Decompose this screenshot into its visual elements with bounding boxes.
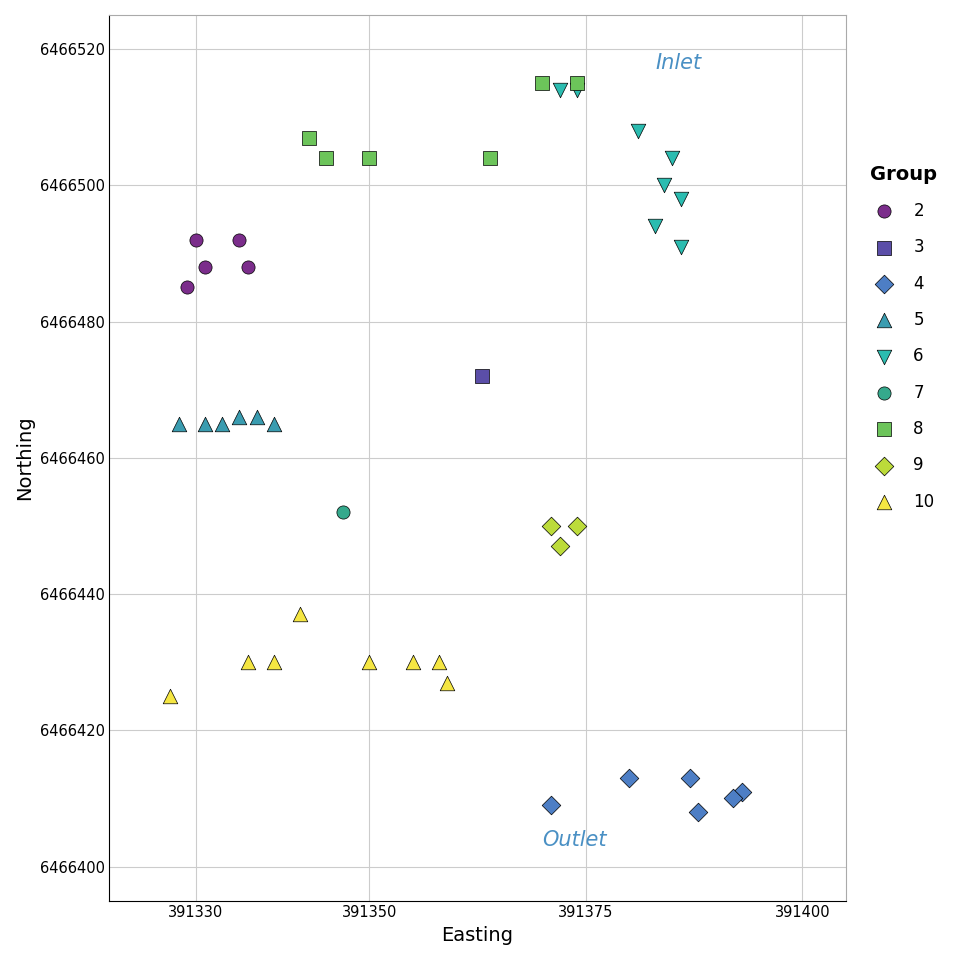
6: [673, 239, 688, 254]
9: [569, 518, 585, 534]
7: [336, 505, 351, 520]
10: [162, 688, 178, 704]
5: [231, 409, 247, 424]
10: [292, 607, 307, 622]
2: [231, 232, 247, 248]
Text: Inlet: Inlet: [655, 54, 701, 74]
4: [726, 791, 741, 806]
6: [647, 219, 662, 234]
4: [543, 798, 559, 813]
8: [569, 76, 585, 91]
6: [630, 123, 645, 138]
5: [214, 416, 229, 431]
Y-axis label: Northing: Northing: [15, 416, 34, 500]
9: [552, 539, 567, 554]
Legend: 2, 3, 4, 5, 6, 7, 8, 9, 10: 2, 3, 4, 5, 6, 7, 8, 9, 10: [861, 156, 945, 518]
10: [266, 655, 281, 670]
6: [664, 151, 680, 166]
5: [171, 416, 186, 431]
5: [249, 409, 264, 424]
8: [362, 151, 377, 166]
2: [180, 279, 195, 295]
Text: Outlet: Outlet: [542, 830, 607, 851]
8: [535, 76, 550, 91]
6: [673, 191, 688, 206]
4: [690, 804, 706, 820]
5: [197, 416, 212, 431]
5: [266, 416, 281, 431]
6: [656, 178, 671, 193]
8: [319, 151, 334, 166]
3: [474, 369, 490, 384]
4: [734, 784, 750, 800]
10: [440, 675, 455, 690]
2: [188, 232, 204, 248]
2: [240, 259, 255, 275]
6: [569, 83, 585, 98]
X-axis label: Easting: Easting: [442, 926, 514, 945]
4: [621, 770, 636, 785]
10: [405, 655, 420, 670]
8: [300, 130, 316, 145]
10: [240, 655, 255, 670]
6: [552, 83, 567, 98]
9: [543, 518, 559, 534]
10: [431, 655, 446, 670]
10: [362, 655, 377, 670]
4: [682, 770, 697, 785]
2: [197, 259, 212, 275]
8: [483, 151, 498, 166]
